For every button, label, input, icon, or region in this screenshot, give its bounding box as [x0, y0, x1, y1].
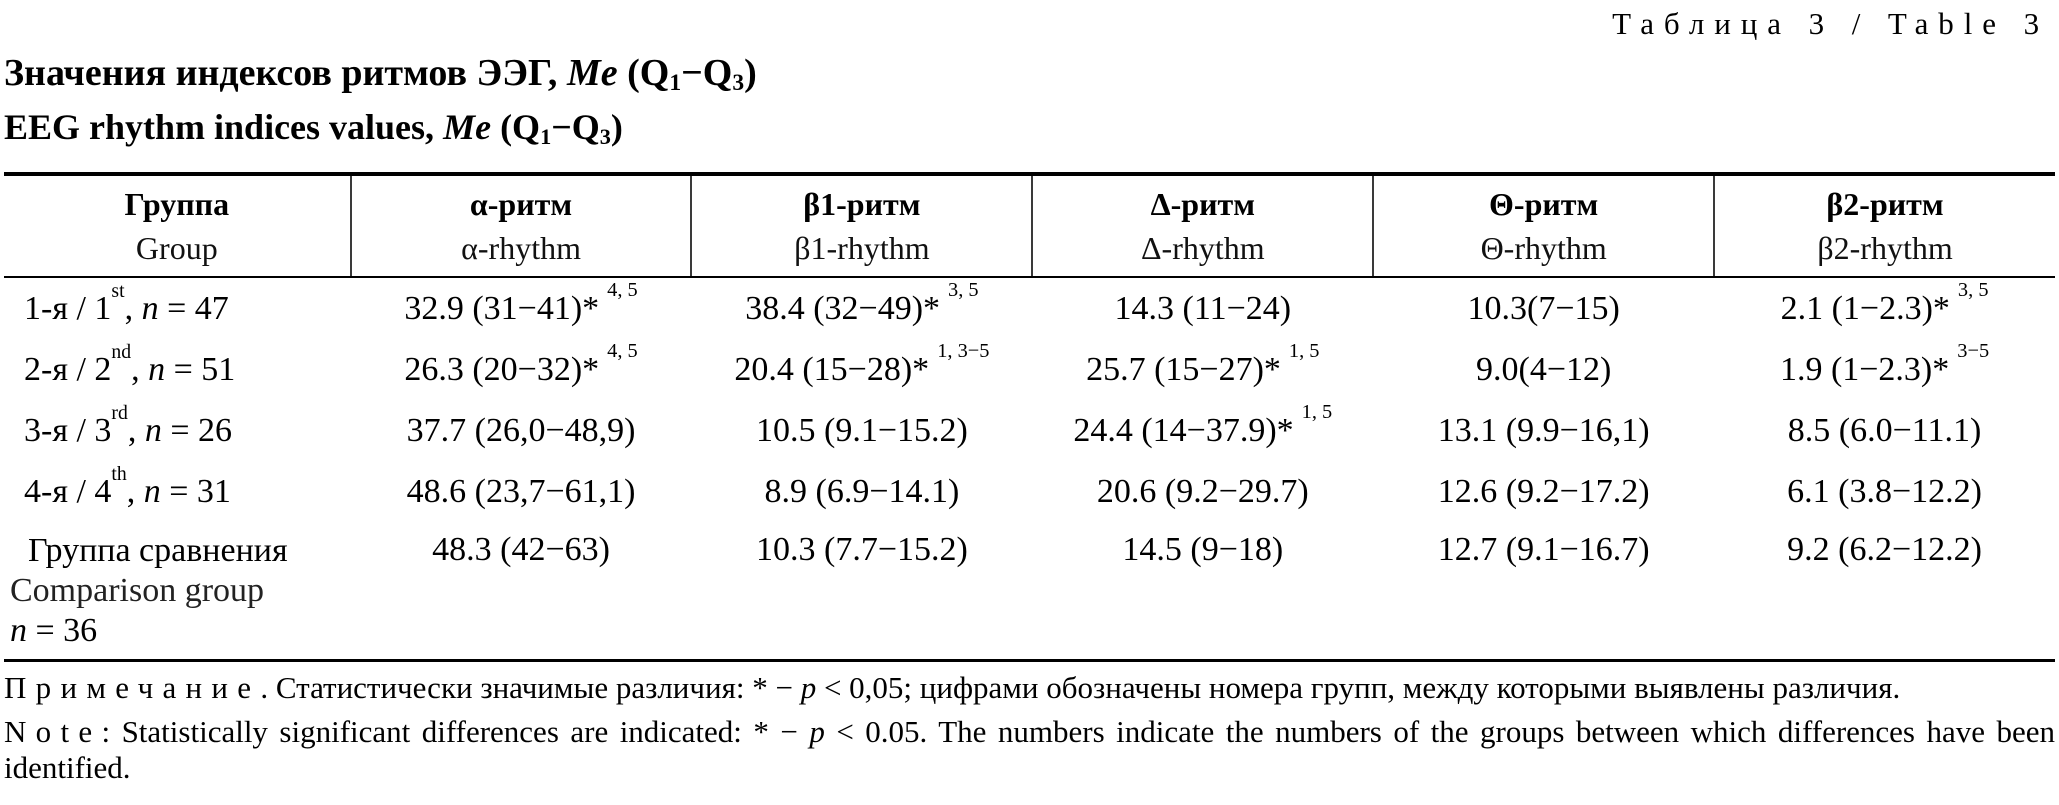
significance-superscript: 1, 3−5 — [937, 339, 990, 362]
significance-superscript: 3, 5 — [948, 278, 979, 301]
value-cell: 32.9 (31−41)* 4, 5 — [404, 278, 638, 327]
header-label-en: Group — [135, 230, 218, 266]
p-value-symbol: p — [800, 670, 817, 705]
header-label-ru: Θ-ритм — [1489, 186, 1599, 222]
value-cell: 10.3(7−15) — [1467, 289, 1620, 327]
value-cell: 1.9 (1−2.3)* 3−5 — [1779, 339, 1990, 388]
value-cell: 12.6 (9.2−17.2) — [1437, 472, 1650, 510]
value-cell: 48.6 (23,7−61,1) — [406, 472, 636, 510]
column-header-group: Группа Group — [4, 174, 352, 278]
header-label-en: Δ-rhythm — [1140, 230, 1265, 266]
header-label-ru: Δ-ритм — [1150, 186, 1256, 222]
ordinal-superscript: st — [111, 280, 125, 303]
significance-superscript: 1, 5 — [1301, 400, 1333, 423]
table-title-en: EEG rhythm indices values, Me (Q1−Q3) — [4, 105, 2055, 154]
note-en-label: Note — [4, 714, 102, 749]
significance-superscript: 1, 5 — [1288, 339, 1320, 362]
sample-size-symbol: n — [148, 350, 166, 388]
comparison-label-en: Comparison group — [10, 572, 265, 609]
paper-table-page: Таблица 3 / Table 3 Значения индексов ри… — [4, 6, 2055, 785]
title-stat-symbol: Me — [443, 107, 492, 147]
value-cell: 37.7 (26,0−48,9) — [406, 411, 636, 449]
value-cell: 20.6 (9.2−29.7) — [1096, 472, 1309, 510]
header-label-ru: Группа — [124, 186, 230, 222]
quartile-range: (Q1−Q3) — [491, 107, 623, 149]
value-cell: 2.1 (1−2.3)* 3, 5 — [1780, 278, 1989, 327]
significance-superscript: 3, 5 — [1957, 278, 1989, 301]
header-row: Группа Group α-ритм α-rhythm β1-ритм β1-… — [4, 174, 2055, 278]
note-ru: Примечание. Статистически значимые разли… — [4, 670, 1901, 705]
value-cell: 10.5 (9.1−15.2) — [756, 411, 968, 449]
column-header-alpha-rhythm: α-ритм α-rhythm — [350, 174, 693, 278]
ordinal-superscript: th — [111, 463, 127, 486]
value-cell: 14.3 (11−24) — [1114, 289, 1292, 327]
row-label-group-1: 1-я / 1st, n = 47 — [24, 280, 229, 327]
value-cell: 12.7 (9.1−16.7) — [1437, 531, 1650, 568]
table-row-group-2: 2-я / 2nd, n = 51 26.3 (20−32)* 4, 5 20.4… — [4, 339, 2055, 400]
ordinal-superscript: rd — [111, 402, 128, 425]
header-label-ru: α-ритм — [469, 186, 573, 222]
row-label-group-4: 4-я / 4th, n = 31 — [24, 463, 231, 510]
row-label-group-3: 3-я / 3rd, n = 26 — [24, 402, 233, 449]
p-value-symbol: p — [809, 714, 825, 749]
title-stat-symbol: Me — [566, 52, 618, 94]
header-label-en: Θ-rhythm — [1480, 230, 1607, 266]
header-label-en: β2-rhythm — [1817, 230, 1953, 266]
value-cell: 9.2 (6.2−12.2) — [1787, 531, 1982, 568]
header-label-ru: β2-ритм — [1826, 186, 1944, 222]
sample-size-symbol: n — [141, 289, 159, 327]
significance-superscript: 4, 5 — [607, 339, 638, 362]
column-header-beta1-rhythm: β1-ритм β1-rhythm — [691, 174, 1034, 278]
table-row-group-4: 4-я / 4th, n = 31 48.6 (23,7−61,1) 8.9 (… — [4, 461, 2055, 522]
value-cell: 8.5 (6.0−11.1) — [1787, 411, 1982, 449]
value-cell: 38.4 (32−49)* 3, 5 — [745, 278, 979, 327]
value-cell: 13.1 (9.9−16,1) — [1437, 411, 1650, 449]
value-cell: 6.1 (3.8−12.2) — [1787, 472, 1982, 510]
table-row-comparison-group: Группа сравнения Comparison group n = 36… — [4, 522, 2055, 661]
column-header-delta-rhythm: Δ-ритм Δ-rhythm — [1032, 174, 1375, 278]
value-cell: 8.9 (6.9−14.1) — [764, 472, 960, 510]
title-ru-text: Значения индексов ритмов ЭЭГ, — [4, 52, 567, 94]
comparison-sample-size: n = 36 — [10, 612, 98, 649]
sample-size-symbol: n — [144, 411, 162, 449]
eeg-rhythm-indices-table: Группа Group α-ритм α-rhythm β1-ритм β1-… — [4, 172, 2055, 662]
value-cell: 48.3 (42−63) — [432, 531, 610, 568]
value-cell: 14.5 (9−18) — [1122, 531, 1284, 568]
value-cell: 9.0(4−12) — [1476, 350, 1612, 388]
ordinal-superscript: nd — [111, 341, 132, 364]
table-caption: Таблица 3 / Table 3 — [1612, 6, 2049, 41]
significance-superscript: 4, 5 — [607, 278, 638, 301]
column-header-beta2-rhythm: β2-ритм β2-rhythm — [1714, 174, 2055, 278]
row-label-comparison-group: Группа сравнения Comparison group n = 36 — [4, 522, 351, 661]
comparison-label-ru: Группа сравнения — [28, 532, 288, 569]
header-label-en: α-rhythm — [461, 230, 581, 266]
significance-superscript: 3−5 — [1957, 339, 1990, 362]
value-cell: 26.3 (20−32)* 4, 5 — [404, 339, 638, 388]
value-cell: 10.3 (7.7−15.2) — [756, 531, 968, 568]
sample-size-symbol: n — [10, 612, 27, 649]
sample-size-symbol: n — [143, 472, 161, 510]
table-title-ru: Значения индексов ритмов ЭЭГ, Me (Q1−Q3) — [4, 50, 2055, 101]
row-label-group-2: 2-я / 2nd, n = 51 — [24, 341, 236, 388]
column-header-theta-rhythm: Θ-ритм Θ-rhythm — [1373, 174, 1716, 278]
title-en-text: EEG rhythm indices values, — [4, 107, 444, 147]
value-cell: 25.7 (15−27)* 1, 5 — [1086, 339, 1320, 388]
value-cell: 20.4 (15−28)* 1, 3−5 — [734, 339, 990, 388]
note-en: Note: Statistically significant differen… — [4, 714, 2055, 785]
table-row-group-1: 1-я / 1st, n = 47 32.9 (31−41)* 4, 5 38.4… — [4, 277, 2055, 339]
header-label-ru: β1-ритм — [803, 186, 921, 222]
note-ru-label: Примечание — [4, 670, 261, 705]
header-label-en: β1-rhythm — [794, 230, 930, 266]
table-row-group-3: 3-я / 3rd, n = 26 37.7 (26,0−48,9) 10.5 … — [4, 400, 2055, 461]
quartile-range: (Q1−Q3) — [617, 52, 757, 97]
value-cell: 24.4 (14−37.9)* 1, 5 — [1073, 400, 1333, 449]
